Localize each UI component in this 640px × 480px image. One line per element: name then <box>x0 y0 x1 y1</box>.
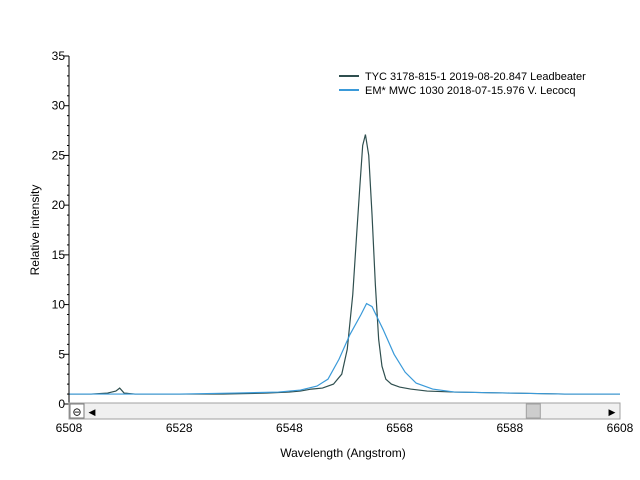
x-axis-title: Wavelength (Angstrom) <box>280 446 406 460</box>
scroll-left-button[interactable] <box>85 404 99 418</box>
scroll-right-button[interactable] <box>605 404 619 418</box>
series-line-1 <box>69 134 620 395</box>
zoom-out-icon[interactable]: ⊖ <box>72 406 81 419</box>
y-tick-label: 35 <box>52 49 66 63</box>
scrollbar-thumb[interactable] <box>525 403 541 419</box>
y-tick-label: 20 <box>52 198 66 212</box>
series-layer <box>69 134 620 395</box>
y-tick-label: 5 <box>58 347 65 361</box>
legend-label-2: EM* MWC 1030 2018-07-15.976 V. Lecocq <box>365 85 576 97</box>
axes-layer: 0 5 10 15 20 25 30 35 6508 6528 6548 6568 6588 6608 <box>52 49 634 435</box>
x-tick-label: 6588 <box>496 421 523 435</box>
scroll-left-arrow-icon[interactable]: ◀ <box>89 408 96 418</box>
legend: TYC 3178-815-1 2019-08-20.847 Leadbeater… <box>339 71 586 97</box>
horizontal-scrollbar[interactable]: ⊖ ◀ ▶ <box>68 402 621 420</box>
y-tick-label: 0 <box>58 397 65 411</box>
scroll-right-arrow-icon[interactable]: ▶ <box>609 408 616 418</box>
y-tick-label: 10 <box>52 298 66 312</box>
x-tick-label: 6548 <box>276 421 303 435</box>
scrollbar-track[interactable] <box>68 402 621 420</box>
legend-label-1: TYC 3178-815-1 2019-08-20.847 Leadbeater <box>365 71 586 83</box>
x-tick-label: 6508 <box>56 421 83 435</box>
zoom-out-button[interactable] <box>69 403 85 419</box>
y-axis-title: Relative intensity <box>28 185 42 276</box>
series-line-2 <box>69 302 620 395</box>
y-tick-label: 30 <box>52 99 66 113</box>
x-tick-label: 6608 <box>607 421 634 435</box>
y-tick-label: 25 <box>52 148 66 162</box>
x-tick-label: 6528 <box>166 421 193 435</box>
x-tick-label: 6568 <box>386 421 413 435</box>
y-tick-label: 15 <box>52 248 66 262</box>
